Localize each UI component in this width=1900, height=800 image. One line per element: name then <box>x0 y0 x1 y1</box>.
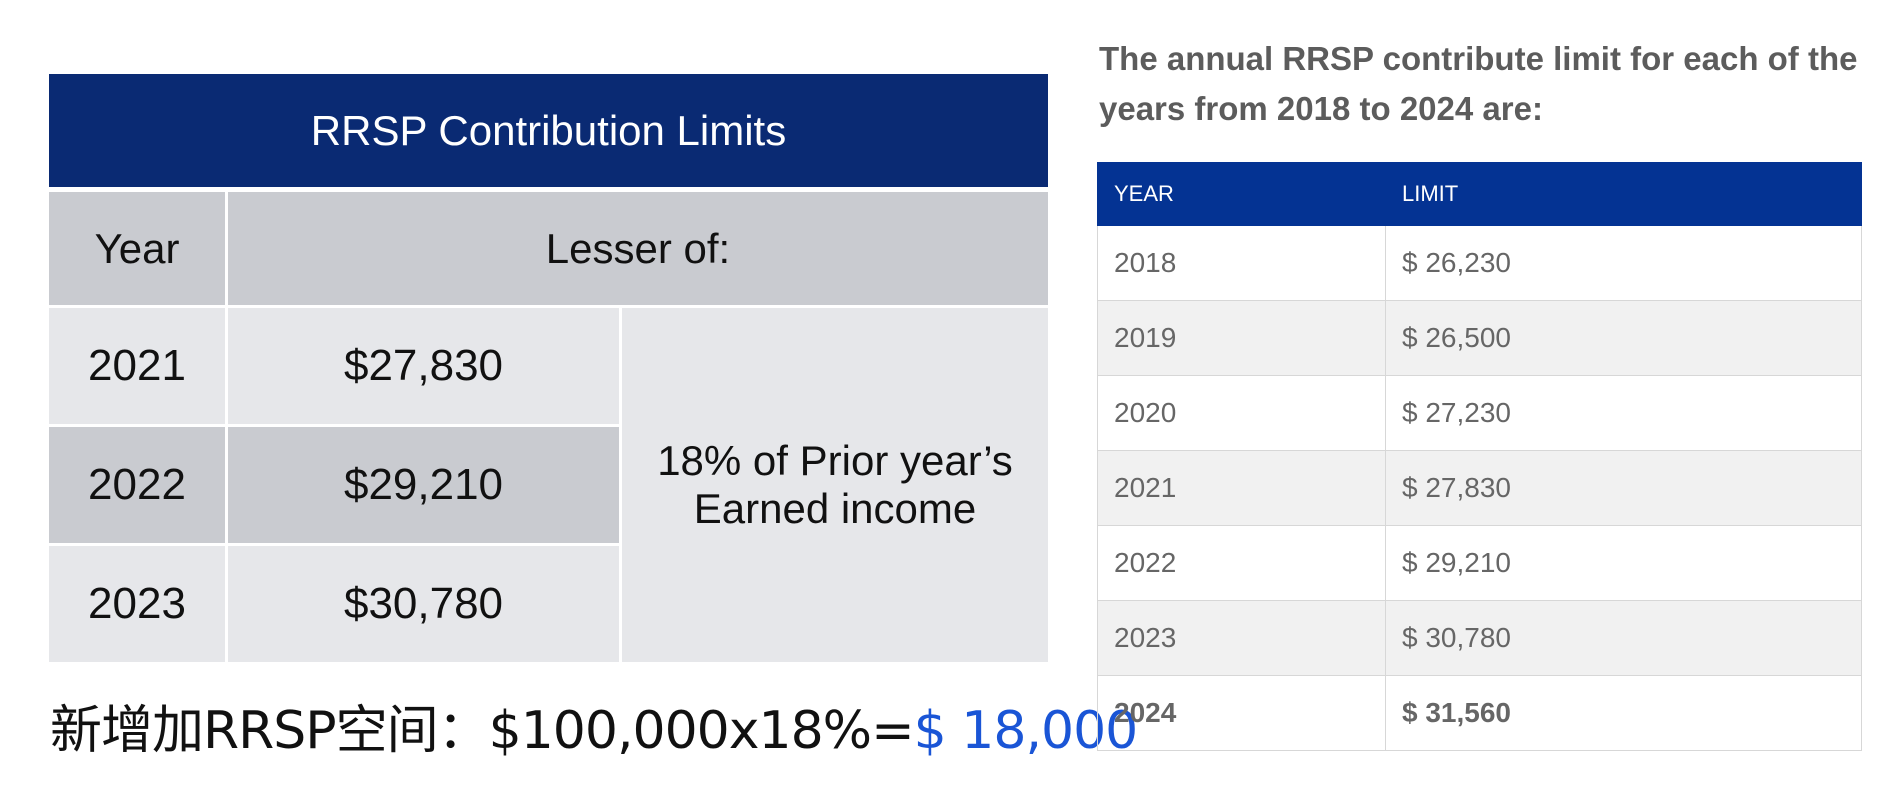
row-year: 2022 <box>49 424 225 543</box>
table-row: 2024 $ 31,560 <box>1097 675 1862 751</box>
formula-text: 新增加RRSP空间：$100,000x18%= <box>50 701 915 761</box>
note-line-2: Earned income <box>693 485 977 532</box>
row-year: 2024 <box>1097 675 1386 751</box>
row-year: 2021 <box>1097 450 1386 526</box>
table-title: RRSP Contribution Limits <box>49 74 1049 192</box>
row-year: 2020 <box>1097 375 1386 451</box>
table-row: 2020 $ 27,230 <box>1097 375 1862 451</box>
table-row: 2021 $ 27,830 <box>1097 450 1862 526</box>
table-row: 2021 $27,830 18% of Prior year’s Earned … <box>49 305 1049 662</box>
row-year: 2022 <box>1097 525 1386 601</box>
row-year: 2019 <box>1097 300 1386 376</box>
table-title-row: RRSP Contribution Limits <box>49 74 1049 192</box>
header-lesser-of: Lesser of: <box>225 192 1049 305</box>
table-row: 2023 $ 30,780 <box>1097 600 1862 676</box>
earned-income-note: 18% of Prior year’s Earned income <box>619 305 1049 662</box>
row-year: 2018 <box>1097 225 1386 301</box>
row-limit: $ 26,500 <box>1385 300 1862 376</box>
note-line-1: 18% of Prior year’s <box>657 437 1013 484</box>
table-row: 2023 $30,780 <box>49 543 1048 662</box>
annual-limits-heading: The annual RRSP contribute limit for eac… <box>1099 40 1858 127</box>
row-limit: $ 27,830 <box>1385 450 1862 526</box>
header-year: Year <box>49 192 225 305</box>
table-header-row: Year Lesser of: <box>49 192 1049 305</box>
row-amount: $30,780 <box>225 543 619 662</box>
row-limit: $ 30,780 <box>1385 600 1862 676</box>
row-limit: $ 27,230 <box>1385 375 1862 451</box>
row-limit: $ 26,230 <box>1385 225 1862 301</box>
row-limit: $ 31,560 <box>1385 675 1862 751</box>
header-limit: LIMIT <box>1385 162 1862 226</box>
table-row: 2022 $ 29,210 <box>1097 525 1862 601</box>
annual-header-row: YEAR LIMIT <box>1097 162 1862 226</box>
new-rrsp-room-formula: 新增加RRSP空间：$100,000x18%=$ 18,000 <box>50 688 1138 763</box>
table-row: 2018 $ 26,230 <box>1097 225 1862 301</box>
row-limit: $ 29,210 <box>1385 525 1862 601</box>
table-row: 2022 $29,210 <box>49 424 1048 543</box>
row-year: 2021 <box>49 305 225 424</box>
row-amount: $27,830 <box>225 305 619 424</box>
rrsp-limits-table: RRSP Contribution Limits Year Lesser of:… <box>49 74 1049 662</box>
row-amount: $29,210 <box>225 424 619 543</box>
table-row: 2019 $ 26,500 <box>1097 300 1862 376</box>
annual-limits-table: YEAR LIMIT 2018 $ 26,230 2019 $ 26,500 2… <box>1097 162 1862 751</box>
row-year: 2023 <box>49 543 225 662</box>
row-year: 2023 <box>1097 600 1386 676</box>
header-year: YEAR <box>1097 162 1386 226</box>
